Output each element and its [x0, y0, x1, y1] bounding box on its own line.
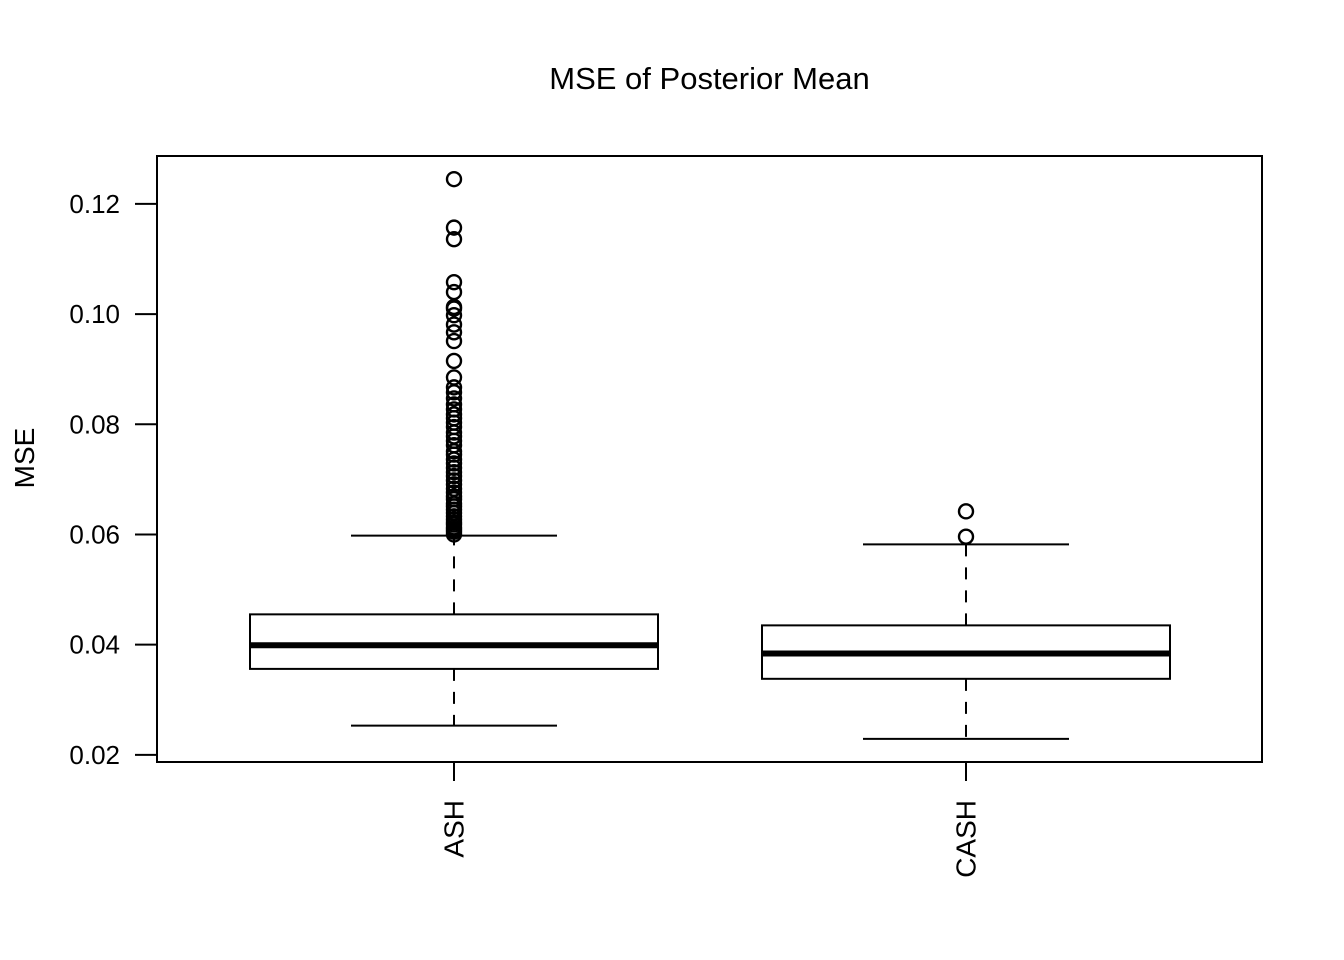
- y-tick-label: 0.08: [69, 409, 120, 439]
- plot-frame: [156, 155, 1263, 763]
- y-tick-label: 0.04: [69, 630, 120, 660]
- y-tick-label: 0.06: [69, 519, 120, 549]
- outlier-point-ash: [445, 369, 463, 386]
- outlier-point-ash: [445, 396, 463, 413]
- outlier-point-ash: [445, 316, 463, 333]
- y-tick-label: 0.12: [69, 189, 120, 219]
- y-tick-label: 0.10: [69, 299, 120, 329]
- outlier-point-ash: [445, 472, 463, 489]
- outlier-point-ash: [445, 283, 463, 301]
- outlier-point-ash: [445, 332, 463, 350]
- outlier-point-ash: [445, 273, 463, 291]
- outlier-point-cash: [957, 503, 975, 520]
- outlier-point-ash: [445, 170, 463, 188]
- outlier-point-ash: [445, 307, 463, 324]
- outlier-point-ash: [445, 379, 463, 396]
- outlier-point-ash: [445, 352, 463, 370]
- outlier-point-ash: [445, 418, 463, 436]
- x-category-label-cash: CASH: [951, 800, 982, 878]
- outlier-point-ash: [445, 230, 463, 248]
- iqr-box-ash: [249, 613, 659, 670]
- x-category-label-ash: ASH: [439, 800, 470, 858]
- outlier-point-ash: [445, 401, 463, 418]
- chart-title: MSE of Posterior Mean: [549, 61, 870, 96]
- outlier-point-ash: [445, 437, 463, 454]
- outlier-point-ash: [445, 464, 463, 481]
- outlier-point-ash: [445, 219, 463, 236]
- outlier-point-ash: [445, 406, 463, 423]
- outlier-point-cash: [957, 528, 975, 545]
- outlier-point-ash: [445, 480, 463, 497]
- outlier-point-ash: [445, 390, 463, 407]
- outlier-point-ash: [445, 324, 463, 341]
- y-tick-label: 0.02: [69, 740, 120, 770]
